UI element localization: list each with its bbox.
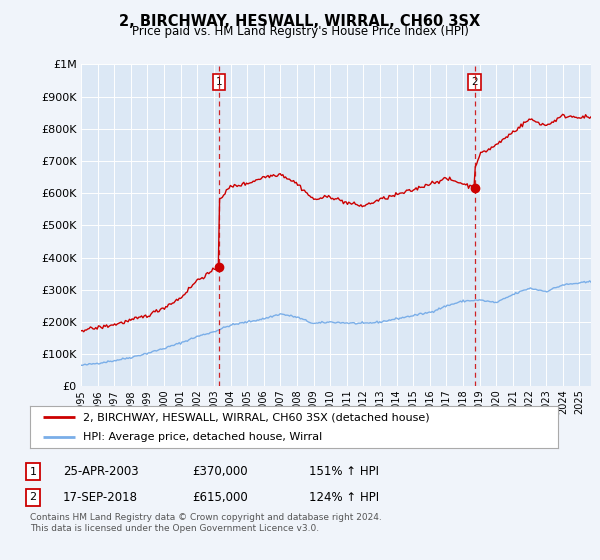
- Text: 2, BIRCHWAY, HESWALL, WIRRAL, CH60 3SX: 2, BIRCHWAY, HESWALL, WIRRAL, CH60 3SX: [119, 14, 481, 29]
- Text: 124% ↑ HPI: 124% ↑ HPI: [309, 491, 379, 504]
- Text: This data is licensed under the Open Government Licence v3.0.: This data is licensed under the Open Gov…: [30, 524, 319, 533]
- Text: 151% ↑ HPI: 151% ↑ HPI: [309, 465, 379, 478]
- Text: 1: 1: [29, 466, 37, 477]
- Text: £615,000: £615,000: [192, 491, 248, 504]
- Text: 25-APR-2003: 25-APR-2003: [63, 465, 139, 478]
- Text: 2: 2: [472, 77, 478, 87]
- Text: Contains HM Land Registry data © Crown copyright and database right 2024.: Contains HM Land Registry data © Crown c…: [30, 513, 382, 522]
- Text: Price paid vs. HM Land Registry's House Price Index (HPI): Price paid vs. HM Land Registry's House …: [131, 25, 469, 38]
- Text: 17-SEP-2018: 17-SEP-2018: [63, 491, 138, 504]
- Text: 2, BIRCHWAY, HESWALL, WIRRAL, CH60 3SX (detached house): 2, BIRCHWAY, HESWALL, WIRRAL, CH60 3SX (…: [83, 412, 430, 422]
- Text: 1: 1: [216, 77, 223, 87]
- Text: HPI: Average price, detached house, Wirral: HPI: Average price, detached house, Wirr…: [83, 432, 322, 442]
- Text: £370,000: £370,000: [192, 465, 248, 478]
- Text: 2: 2: [29, 492, 37, 502]
